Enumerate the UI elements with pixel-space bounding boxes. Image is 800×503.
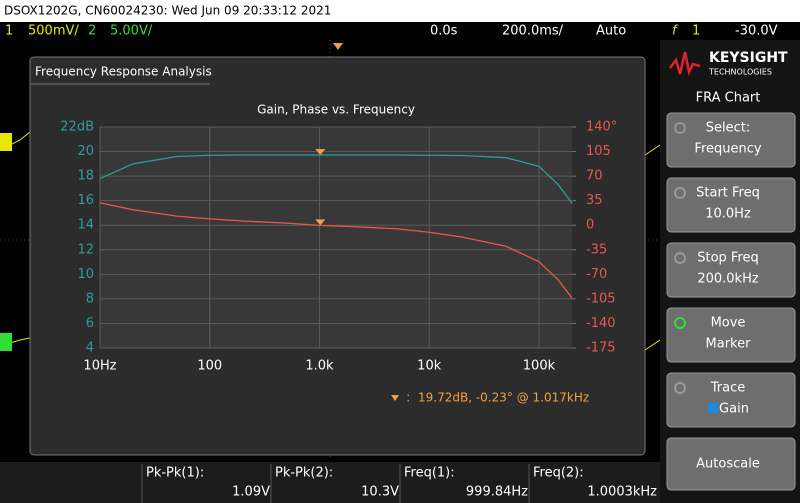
button-value: Marker [706,337,752,352]
menu-button[interactable] [666,242,796,298]
button-label: Start Freq [696,186,760,201]
y-tick-label: 12 [77,242,94,257]
x-tick-label: 10Hz [83,359,116,374]
series-line [99,154,573,204]
series-line [99,202,573,299]
trigger-icon: f [672,24,679,39]
button-knob-icon [674,122,686,134]
measurement-value: 1.09V [232,485,270,500]
measurement-value: 999.84Hz [466,485,528,500]
y-tick-label: 18 [77,169,94,184]
y-tick-label: 10 [77,267,94,282]
measurement-label: Freq(2): [533,466,584,481]
y-tick-label: 6 [86,316,94,331]
chart-title: Gain, Phase vs. Frequency [257,103,415,117]
y2-tick-label: -70 [586,267,607,282]
brand-sub: TECHNOLOGIES [708,68,772,77]
y2-tick-label: 0 [586,218,594,233]
button-knob-icon [674,187,686,199]
x-tick-label: 10k [417,359,442,374]
button-value: 200.0kHz [697,272,759,287]
ch2-number: 2 [88,24,96,39]
button-label: Select: [706,121,750,136]
measurement-value: 10.3V [361,485,399,500]
menu-button[interactable] [666,177,796,233]
marker-phase [315,219,326,226]
y2-tick-label: -175 [586,341,616,356]
x-tick-label: 100k [523,359,556,374]
button-label: Autoscale [696,457,760,472]
chart: 10Hz 100 1.0k 10k 100k 4 6 8 10 12 14 16 18 20 22dB -17… [60,120,617,406]
marker-separator: : [406,391,410,406]
y2-tick-label: -140 [586,316,616,331]
menu-button[interactable] [666,437,796,491]
ch1-ground-marker [0,133,12,151]
menu-button[interactable] [666,372,796,428]
trace-ch1 [644,144,661,351]
y2-tick-label: -105 [586,291,616,306]
button-knob-icon [674,317,686,329]
measurement-label: Pk-Pk(2): [275,466,333,481]
time-offset: 0.0s [430,24,458,39]
y-tick-label: 20 [77,144,94,159]
measurement-label: Pk-Pk(1): [146,466,204,481]
measurement-value: 1.0003kHz [587,485,657,500]
y2-tick-label: 105 [586,144,611,159]
marker-gain [315,148,326,155]
y2-tick-label: -35 [586,242,607,257]
y-tick-label: 16 [77,193,94,208]
plot-area [100,127,572,348]
button-label: Stop Freq [697,251,759,266]
measurements: Pk-Pk(1): 1.09V Pk-Pk(2): 10.3V Freq(1): 999.… [141,464,657,503]
trigger-source: 1 [692,24,700,39]
y-tick-label: 22dB [60,120,94,135]
y2-tick-label: 70 [586,169,603,184]
trigger-mode: Auto [596,24,626,39]
x-tick-label: 100 [197,359,222,374]
ch1-number: 1 [5,24,13,39]
menu-title: FRA Chart [696,91,761,106]
trace-ch1 [0,131,31,347]
button-value: Frequency [694,142,761,157]
y-tick-label: 4 [86,341,94,356]
button-label: Move [711,316,746,331]
marker-readout: 19.72dB, -0.23° @ 1.017kHz [418,391,589,405]
y-tick-label: 8 [86,291,94,306]
y-tick-label: 14 [77,218,94,233]
ch1-scale: 500mV/ [28,24,79,39]
x-tick-label: 1.0k [305,359,334,374]
button-knob-icon [674,252,686,264]
logo-wave [669,51,701,76]
measurement-label: Freq(1): [404,466,455,481]
window-title: DSOX1202G, CN60024230: Wed Jun 09 20:33:… [4,4,331,18]
status-bar [0,22,800,40]
button-knob-icon [674,382,686,394]
measurement-bar [0,462,660,503]
y2-tick-label: 35 [586,193,603,208]
brand: KEYSIGHT [709,50,788,66]
dialog-title: Frequency Response Analysis [35,65,212,79]
time-scale: 200.0ms/ [502,24,564,39]
trigger-position [333,43,343,50]
ch2-ground-marker [0,333,12,351]
button-label: Trace [710,381,746,396]
button-value: 10.0Hz [705,207,751,222]
menu-button[interactable] [666,112,796,168]
buttons: Select: Frequency Start Freq 10.0Hz Stop Fre… [666,112,796,491]
ch2-scale: 5.00V/ [110,24,153,39]
title-bar [0,0,800,22]
trace-color-icon [708,403,718,413]
marker-icon [391,395,399,401]
menu-button[interactable] [666,307,796,363]
trigger-level: -30.0V [735,24,778,39]
button-value: Gain [719,402,749,417]
y2-tick-label: 140° [586,120,617,135]
